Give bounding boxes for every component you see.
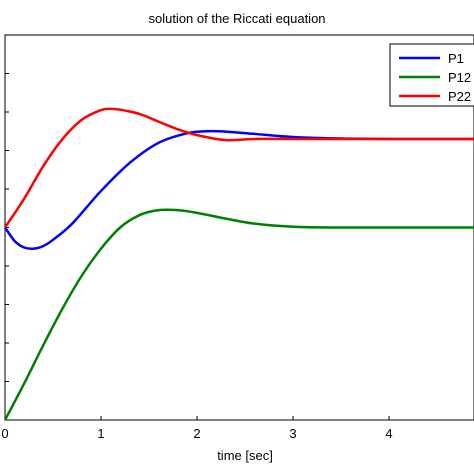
series-line-p12 xyxy=(3,208,474,421)
x-tick-label: 1 xyxy=(97,426,104,441)
y-axis-ticks xyxy=(5,34,9,421)
x-axis-label: time [sec] xyxy=(217,448,273,463)
legend: P1 P12 P22 xyxy=(389,43,474,107)
legend-label-p11: P1 xyxy=(448,51,464,66)
x-tick-label: 0 xyxy=(1,426,8,441)
x-tick-label: 3 xyxy=(289,426,296,441)
legend-label-p22: P22 xyxy=(448,89,471,104)
chart-title: solution of the Riccati equation xyxy=(148,11,325,26)
series-line-p22 xyxy=(3,107,474,229)
x-tick-label: 4 xyxy=(385,426,392,441)
legend-label-p12: P12 xyxy=(448,70,471,85)
series-lines xyxy=(3,107,474,421)
x-tick-label: 2 xyxy=(193,426,200,441)
